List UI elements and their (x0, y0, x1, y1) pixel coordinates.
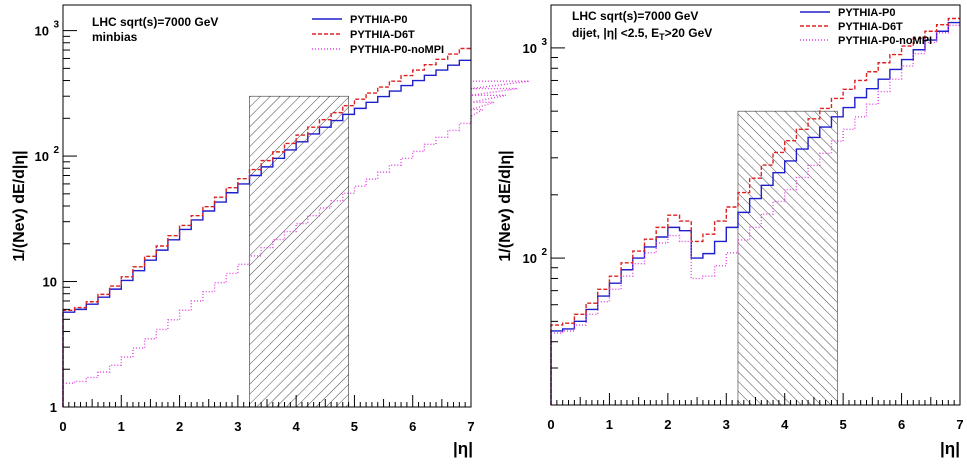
left-xtick-label: 4 (293, 419, 301, 434)
right-ytick-label: 10 (523, 41, 537, 56)
right-xtick-label: 7 (956, 417, 963, 432)
right-annotation-tail: >20 GeV (665, 26, 713, 40)
right-xtick-label: 0 (547, 417, 554, 432)
left-xtick-label: 1 (118, 419, 125, 434)
right-xtick-labels: 0 1 2 3 4 5 6 7 (547, 417, 963, 432)
right-legend-label-d6t: PYTHIA-D6T (838, 21, 903, 33)
right-ytick-exponent: 2 (541, 247, 547, 258)
left-hatch-rect (249, 95, 349, 408)
right-xticks (550, 393, 961, 405)
right-legend-label-nompi: PYTHIA-P0-noMPI (838, 35, 932, 47)
left-xtick-label: 3 (234, 419, 241, 434)
right-ytick-exponent: 3 (541, 37, 547, 48)
left-yticks (63, 30, 77, 408)
left-ytick-label: 10 (35, 24, 49, 39)
right-ytick-labels: 10 2 10 3 (523, 37, 548, 266)
right-panel: 10 2 10 3 0 1 2 3 4 5 6 7 1/(Nev) dE/d|η| |η| LHC … (497, 4, 964, 458)
left-ytick-exponent: 2 (53, 145, 59, 156)
left-xtick-labels: 0 1 2 3 4 5 6 7 (59, 419, 474, 434)
left-legend: PYTHIA-P0 PYTHIA-D6T PYTHIA-P0-noMPI (312, 14, 444, 56)
right-series-0-line (550, 21, 960, 405)
right-hatched-region (737, 110, 838, 406)
left-xtick-label: 6 (409, 419, 416, 434)
left-series-group (62, 47, 530, 407)
left-xtick-label: 2 (176, 419, 183, 434)
right-xtick-label: 5 (840, 417, 847, 432)
right-annotation-subscript: T (659, 32, 665, 42)
left-series-1-line (62, 47, 471, 407)
right-annotation-text: dijet, |η| <2.5, E (572, 26, 659, 40)
left-xtick-label: 5 (351, 419, 358, 434)
left-hatched-region (249, 95, 349, 408)
right-xtick-label: 6 (898, 417, 905, 432)
right-xtick-label: 2 (664, 417, 671, 432)
right-annotation-line-2: dijet, |η| <2.5, ET>20 GeV (572, 26, 712, 42)
left-xticks (62, 395, 472, 407)
right-annotation-line-1: LHC sqrt(s)=7000 GeV (572, 9, 698, 23)
right-xtick-label: 3 (723, 417, 730, 432)
left-ytick-label: 10 (43, 275, 57, 290)
left-y-axis-label: 1/(Nev) dE/d|η| (11, 150, 28, 261)
left-xtick-label: 0 (59, 419, 66, 434)
left-ytick-labels: 1 10 10 2 10 3 (35, 20, 60, 415)
left-x-axis-label: |η| (453, 439, 473, 458)
left-legend-label-d6t: PYTHIA-D6T (350, 29, 415, 41)
right-series-1-line (550, 17, 960, 405)
left-annotation-line-2: minbias (92, 30, 138, 44)
left-annotation-line-1: LHC sqrt(s)=7000 GeV (92, 15, 218, 29)
right-ytick-label: 10 (523, 251, 537, 266)
right-y-axis-label: 1/(Nev) dE/d|η| (497, 150, 514, 261)
left-ytick-exponent: 3 (53, 20, 59, 31)
right-series-2-line (550, 24, 960, 405)
right-xtick-label: 4 (781, 417, 789, 432)
right-x-axis-label: |η| (940, 439, 960, 458)
left-ytick-label: 10 (35, 149, 49, 164)
right-xtick-label: 1 (606, 417, 613, 432)
left-xtick-label: 7 (467, 419, 474, 434)
right-series-group (550, 17, 960, 405)
left-legend-label-p0: PYTHIA-P0 (350, 14, 407, 26)
right-legend: PYTHIA-P0 PYTHIA-D6T PYTHIA-P0-noMPI (800, 7, 932, 47)
left-ytick-label: 1 (50, 400, 57, 415)
left-legend-label-nompi: PYTHIA-P0-noMPI (350, 44, 444, 56)
right-legend-label-p0: PYTHIA-P0 (838, 7, 895, 19)
right-yticks (551, 47, 565, 406)
right-hatch-rect (737, 110, 838, 406)
